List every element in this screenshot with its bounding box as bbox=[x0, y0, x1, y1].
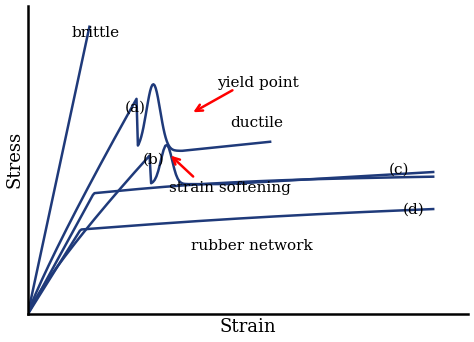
Text: ductile: ductile bbox=[230, 116, 283, 130]
Text: yield point: yield point bbox=[217, 76, 299, 90]
Text: (c): (c) bbox=[389, 162, 410, 176]
Text: rubber network: rubber network bbox=[191, 239, 312, 253]
Text: (b): (b) bbox=[142, 153, 164, 167]
Text: (d): (d) bbox=[402, 202, 424, 216]
Y-axis label: Stress: Stress bbox=[6, 131, 24, 188]
X-axis label: Strain: Strain bbox=[220, 318, 276, 337]
Text: (a): (a) bbox=[125, 101, 146, 115]
Text: brittle: brittle bbox=[72, 26, 120, 40]
Text: strain softening: strain softening bbox=[169, 181, 291, 195]
